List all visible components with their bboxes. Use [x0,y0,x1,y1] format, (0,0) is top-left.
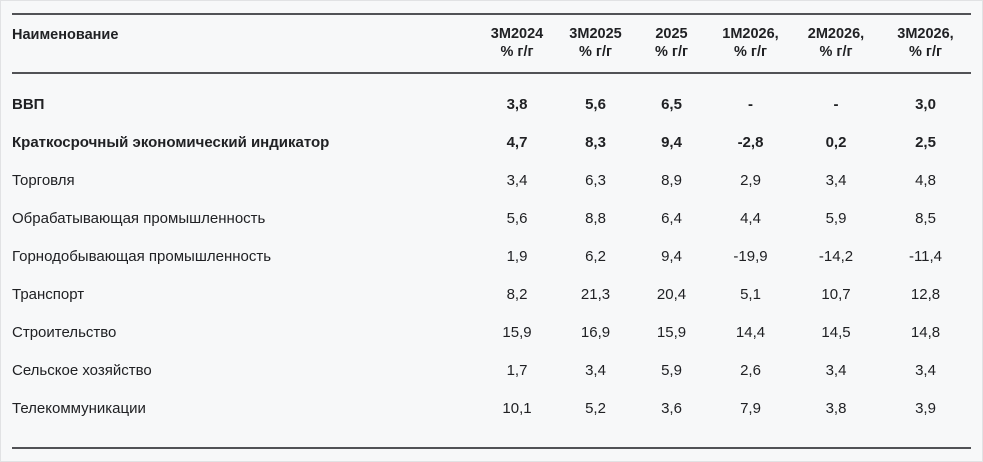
table-cell: 6,2 [585,247,606,265]
table-cell: 8,5 [915,209,936,227]
table-cell: 5,2 [585,399,606,417]
row-label: Горнодобывающая промышленность [12,247,272,265]
table-cell: 16,9 [580,323,611,341]
header-period: 3М2025 [569,26,622,42]
header-unit: % г/г [733,44,768,60]
table-cell: 6,4 [661,209,682,227]
table-row-gdp: ВВП 3,8 5,6 6,5 - - 3,0 [12,73,971,123]
table-cell: 6,3 [585,171,606,189]
table-body: ВВП 3,8 5,6 6,5 - - 3,0 Краткосрочный эк… [12,73,971,448]
table-cell: 8,8 [585,209,606,227]
table-cell: - [748,95,753,113]
table-cell: 8,3 [585,133,606,151]
table-row-mining: Горнодобывающая промышленность 1,9 6,2 9… [12,237,971,275]
row-label: Сельское хозяйство [12,361,152,379]
table-cell: 21,3 [580,285,611,303]
table-row-transport: Транспорт 8,2 21,3 20,4 5,1 10,7 12,8 [12,275,971,313]
table-cell: 10,7 [821,285,851,303]
table-cell: 3,9 [915,399,936,417]
header-unit: % г/г [819,44,853,60]
table-cell: 2,6 [740,361,761,379]
table-cell: - [833,95,839,113]
header-2025: 2025 % г/г [634,14,709,73]
table-cell: 1,9 [506,247,528,265]
header-row: Наименование 3М2024 % г/г 3М2025 % г/г 2… [12,14,971,73]
table-cell: 6,5 [661,95,682,113]
table-cell: 8,9 [661,171,682,189]
header-3m2024: 3М2024 % г/г [477,14,557,73]
table-cell: 3,4 [825,171,847,189]
table-cell: 15,9 [502,323,532,341]
table-cell: 4,7 [506,133,528,151]
table-cell: 0,2 [825,133,847,151]
table-cell: 5,1 [740,285,761,303]
table-cell: 12,8 [910,285,941,303]
table-row-agriculture: Сельское хозяйство 1,7 3,4 5,9 2,6 3,4 3… [12,351,971,389]
table-cell: 4,8 [915,171,936,189]
table-cell: 3,0 [915,95,936,113]
table-cell: 3,4 [915,361,936,379]
row-label: Торговля [12,171,75,189]
header-name: Наименование [12,27,119,43]
table-row-telecommunications: Телекоммуникации 10,1 5,2 3,6 7,9 3,8 3,… [12,389,971,448]
header-unit: % г/г [500,44,534,60]
table-cell: -14,2 [818,247,854,265]
header-2m2026: 2М2026, % г/г [792,14,880,73]
table-cell: 7,9 [740,399,761,417]
table-cell: 2,9 [740,171,761,189]
header-1m2026: 1М2026, % г/г [709,14,792,73]
table-cell: 20,4 [656,285,687,303]
header-unit: % г/г [908,44,943,60]
table-cell: -19,9 [733,247,768,265]
row-label: Обрабатывающая промышленность [12,209,266,227]
table-cell: 3,6 [661,399,682,417]
table-row-construction: Строительство 15,9 16,9 15,9 14,4 14,5 1… [12,313,971,351]
header-3m2025: 3М2025 % г/г [557,14,634,73]
header-3m2026: 3М2026, % г/г [880,14,971,73]
table-cell: 5,6 [585,95,606,113]
table-cell: 9,4 [661,247,682,265]
header-period: 1М2026, [722,26,779,42]
header-period: 3М2024 [490,26,544,42]
table-cell: 3,8 [825,399,847,417]
table-cell: 14,8 [910,323,941,341]
header-period: 3М2026, [897,26,954,42]
table-cell: 14,5 [821,323,851,341]
header-period: 2025 [655,26,688,42]
table-cell: 1,7 [506,361,528,379]
table-cell: 3,4 [585,361,606,379]
table-cell: 3,4 [825,361,847,379]
header-unit: % г/г [578,44,613,60]
table-cell: 5,9 [825,209,847,227]
row-label: ВВП [12,95,45,113]
table-cell: -11,4 [908,247,943,265]
header-unit: % г/г [654,44,689,60]
header-period: 2М2026, [807,26,865,42]
table-cell: 8,2 [506,285,528,303]
table-cell: 2,5 [915,133,936,151]
row-label: Строительство [12,323,117,341]
table-cell: 4,4 [740,209,761,227]
table-cell: 14,4 [735,323,766,341]
table-row-short-term-indicator: Краткосрочный экономический индикатор 4,… [12,123,971,161]
table-cell: 5,9 [661,361,682,379]
table-cell: 15,9 [656,323,687,341]
table-cell: 10,1 [502,399,532,417]
table-row-trade: Торговля 3,4 6,3 8,9 2,9 3,4 4,8 [12,161,971,199]
table-cell: 3,4 [506,171,528,189]
table-row-manufacturing: Обрабатывающая промышленность 5,6 8,8 6,… [12,199,971,237]
row-label: Телекоммуникации [12,399,146,417]
table-cell: 9,4 [661,133,682,151]
table-header: Наименование 3М2024 % г/г 3М2025 % г/г 2… [12,14,971,73]
row-label: Транспорт [12,285,85,303]
table-cell: 5,6 [506,209,528,227]
table-cell: -2,8 [737,133,764,151]
table-cell: 3,8 [506,95,528,113]
indicators-table: Наименование 3М2024 % г/г 3М2025 % г/г 2… [12,13,971,449]
row-label: Краткосрочный экономический индикатор [12,133,330,151]
